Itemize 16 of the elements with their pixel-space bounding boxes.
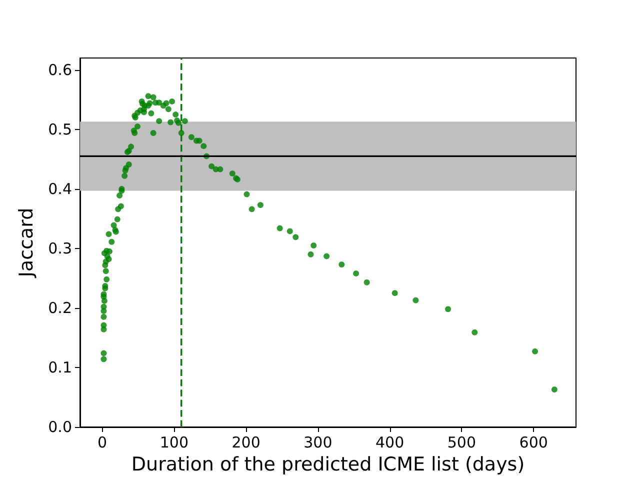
x-axis-title: Duration of the predicted ICME list (days) bbox=[131, 454, 525, 476]
x-tick-label: 600 bbox=[519, 434, 548, 452]
y-axis-title: Jaccard bbox=[16, 208, 38, 278]
y-tick-label: 0.2 bbox=[48, 298, 72, 317]
y-tick-label: 0.5 bbox=[48, 120, 72, 138]
y-tick-label: 0.4 bbox=[48, 180, 72, 198]
y-tick-label: 0.3 bbox=[48, 239, 72, 258]
x-tick-label: 400 bbox=[376, 434, 404, 452]
x-tick-label: 100 bbox=[160, 434, 188, 452]
y-tick-label: 0.1 bbox=[48, 358, 72, 376]
x-tick-label: 300 bbox=[304, 434, 332, 452]
x-tick-label: 0 bbox=[98, 434, 108, 452]
x-tick-label: 200 bbox=[232, 434, 260, 452]
x-tick-label: 500 bbox=[447, 434, 476, 452]
y-tick-label: 0.0 bbox=[48, 418, 72, 436]
y-tick-label: 0.6 bbox=[48, 60, 72, 79]
